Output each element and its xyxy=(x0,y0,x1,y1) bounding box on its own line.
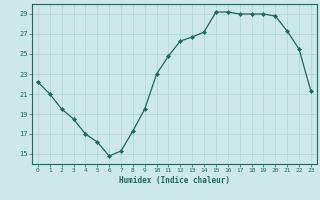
X-axis label: Humidex (Indice chaleur): Humidex (Indice chaleur) xyxy=(119,176,230,185)
